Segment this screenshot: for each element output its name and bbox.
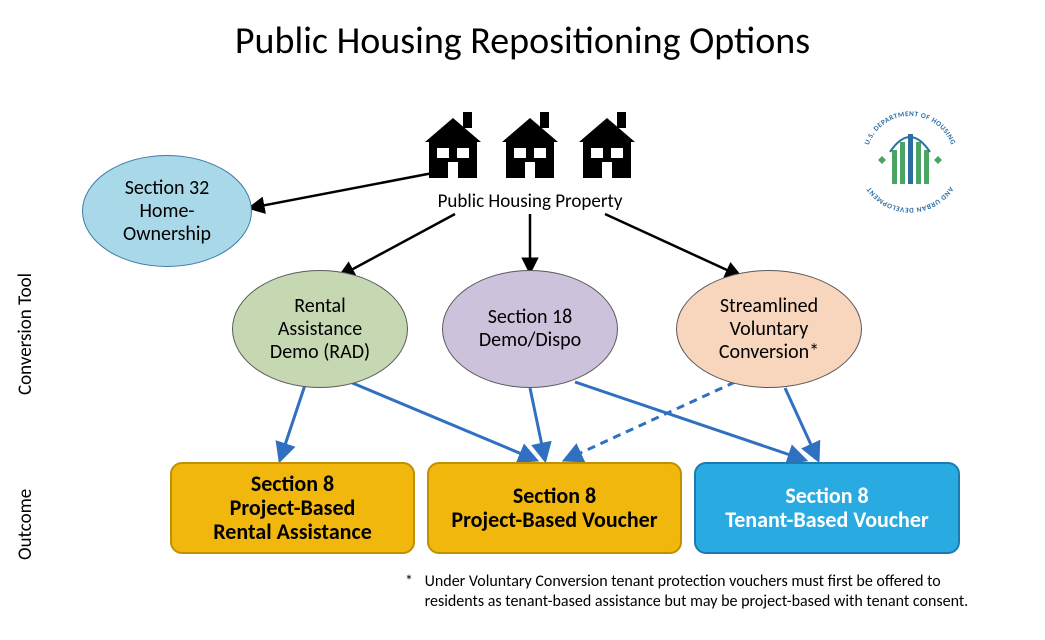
node-label: Section 8 Project-Based Rental Assistanc…: [213, 472, 372, 545]
node-svc: Streamlined Voluntary Conversion*: [676, 270, 862, 388]
svg-text:AND URBAN DEVELOPMENT: AND URBAN DEVELOPMENT: [864, 185, 956, 215]
hud-logo-icon: U.S. DEPARTMENT OF HOUSING AND URBAN DEV…: [850, 100, 970, 220]
node-label: Section 8 Project-Based Voucher: [451, 484, 657, 532]
node-section32: Section 32 Home- Ownership: [82, 155, 252, 267]
footnote: * Under Voluntary Conversion tenant prot…: [405, 572, 968, 612]
diagram-canvas: Public Housing Property U.S. DEPARTMENT …: [0, 0, 1045, 640]
footnote-marker: *: [405, 572, 421, 592]
node-label: Section 8 Tenant-Based Voucher: [725, 484, 929, 532]
node-outcome2: Section 8 Project-Based Voucher: [427, 462, 682, 554]
footnote-text: Under Voluntary Conversion tenant protec…: [425, 572, 969, 612]
houses-icon: Public Housing Property: [415, 100, 645, 190]
node-section18: Section 18 Demo/Dispo: [442, 270, 618, 388]
node-label: Rental Assistance Demo (RAD): [270, 295, 370, 364]
node-label: Section 32 Home- Ownership: [123, 177, 211, 246]
node-outcome1: Section 8 Project-Based Rental Assistanc…: [170, 462, 415, 554]
node-label: Section 18 Demo/Dispo: [479, 306, 581, 352]
source-label: Public Housing Property: [415, 190, 645, 213]
node-label: Streamlined Voluntary Conversion*: [719, 295, 819, 364]
node-outcome3: Section 8 Tenant-Based Voucher: [694, 462, 960, 554]
vlabel-outcome: Outcome: [14, 450, 37, 560]
vlabel-tool: Conversion Tool: [14, 245, 37, 395]
node-rad: Rental Assistance Demo (RAD): [232, 270, 408, 388]
